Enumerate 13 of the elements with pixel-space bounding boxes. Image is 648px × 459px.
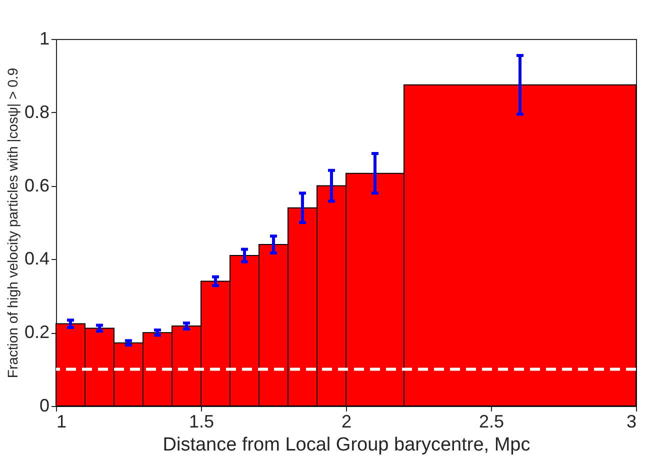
x-tick-label: 1 [56, 412, 67, 432]
y-tick-label: 0 [39, 396, 50, 416]
y-tick-label: 0.6 [24, 175, 50, 196]
x-axis-title: Distance from Local Group barycentre, Mpc [162, 434, 530, 456]
y-tick-label: 0.8 [24, 102, 50, 122]
y-tick-label: 0.4 [24, 248, 50, 269]
y-tick-label: 0.2 [24, 322, 50, 342]
x-tick-label: 2.5 [478, 412, 504, 432]
y-axis-title: Fraction of high velocity particles with |cosψ| > 0.9 [4, 68, 20, 378]
y-tick-label: 1 [39, 28, 50, 48]
x-tick-label: 1.5 [188, 412, 214, 432]
x-tick-label: 3 [626, 412, 636, 432]
x-tick-label: 2 [341, 412, 352, 432]
